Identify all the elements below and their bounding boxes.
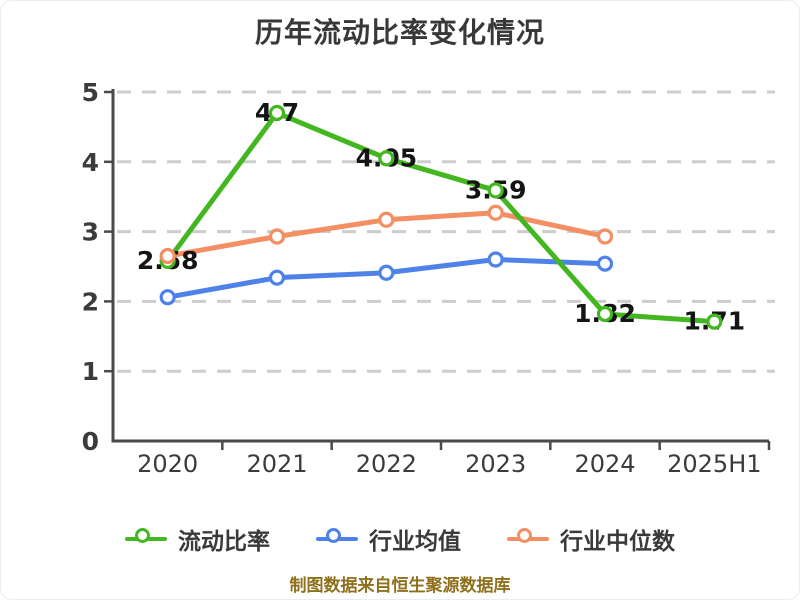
data-point-blue-2021[interactable] — [268, 269, 286, 286]
y-axis-label: 5 — [82, 78, 99, 107]
x-axis-label: 2022 — [356, 450, 417, 478]
x-axis-label: 2020 — [137, 450, 198, 478]
legend-label-industry-average: 行业均值 — [369, 529, 461, 555]
x-axis-label: 2024 — [574, 450, 635, 478]
data-point-blue-2020[interactable] — [159, 289, 176, 306]
data-point-green-2025H1[interactable] — [706, 313, 723, 330]
data-point-orange-2022[interactable] — [378, 211, 395, 228]
data-point-orange-2021[interactable] — [268, 228, 286, 245]
data-point-orange-2020[interactable] — [159, 247, 176, 265]
data-point-blue-2024[interactable] — [596, 255, 614, 272]
y-axis-label: 4 — [82, 148, 99, 177]
legend-marker-blue-icon — [316, 527, 358, 551]
data-point-blue-2022[interactable] — [378, 264, 395, 281]
x-axis-label: 2021 — [246, 450, 307, 478]
chart-legend: 流动比率 行业均值 行业中位数 — [1, 522, 799, 556]
chart-title: 历年流动比率变化情况 — [254, 16, 545, 49]
data-point-orange-2024[interactable] — [596, 228, 614, 245]
y-axis-label: 0 — [82, 427, 99, 456]
legend-label-industry-median: 行业中位数 — [560, 529, 675, 555]
legend-marker-green-icon — [125, 527, 167, 551]
legend-item-industry-median[interactable]: 行业中位数 — [507, 522, 675, 556]
legend-item-industry-average[interactable]: 行业均值 — [316, 522, 461, 556]
data-point-blue-2023[interactable] — [487, 251, 504, 268]
legend-label-current-ratio: 流动比率 — [178, 529, 270, 555]
legend-item-current-ratio[interactable]: 流动比率 — [125, 522, 270, 556]
legend-marker-orange-icon — [507, 527, 549, 551]
y-axis-label: 3 — [82, 218, 99, 247]
data-source-note: 制图数据来自恒生聚源数据库 — [289, 576, 511, 596]
y-axis-label: 1 — [82, 357, 99, 386]
x-axis-label: 2023 — [465, 450, 526, 478]
x-axis-label: 2025H1 — [667, 450, 761, 478]
data-point-green-2022[interactable] — [378, 150, 395, 167]
data-point-green-2023[interactable] — [487, 182, 504, 199]
data-point-green-2021[interactable] — [268, 104, 286, 122]
data-point-green-2024[interactable] — [596, 305, 614, 323]
series-line-green — [165, 110, 717, 325]
y-axis-label: 2 — [82, 287, 99, 316]
data-point-orange-2023[interactable] — [487, 204, 504, 221]
